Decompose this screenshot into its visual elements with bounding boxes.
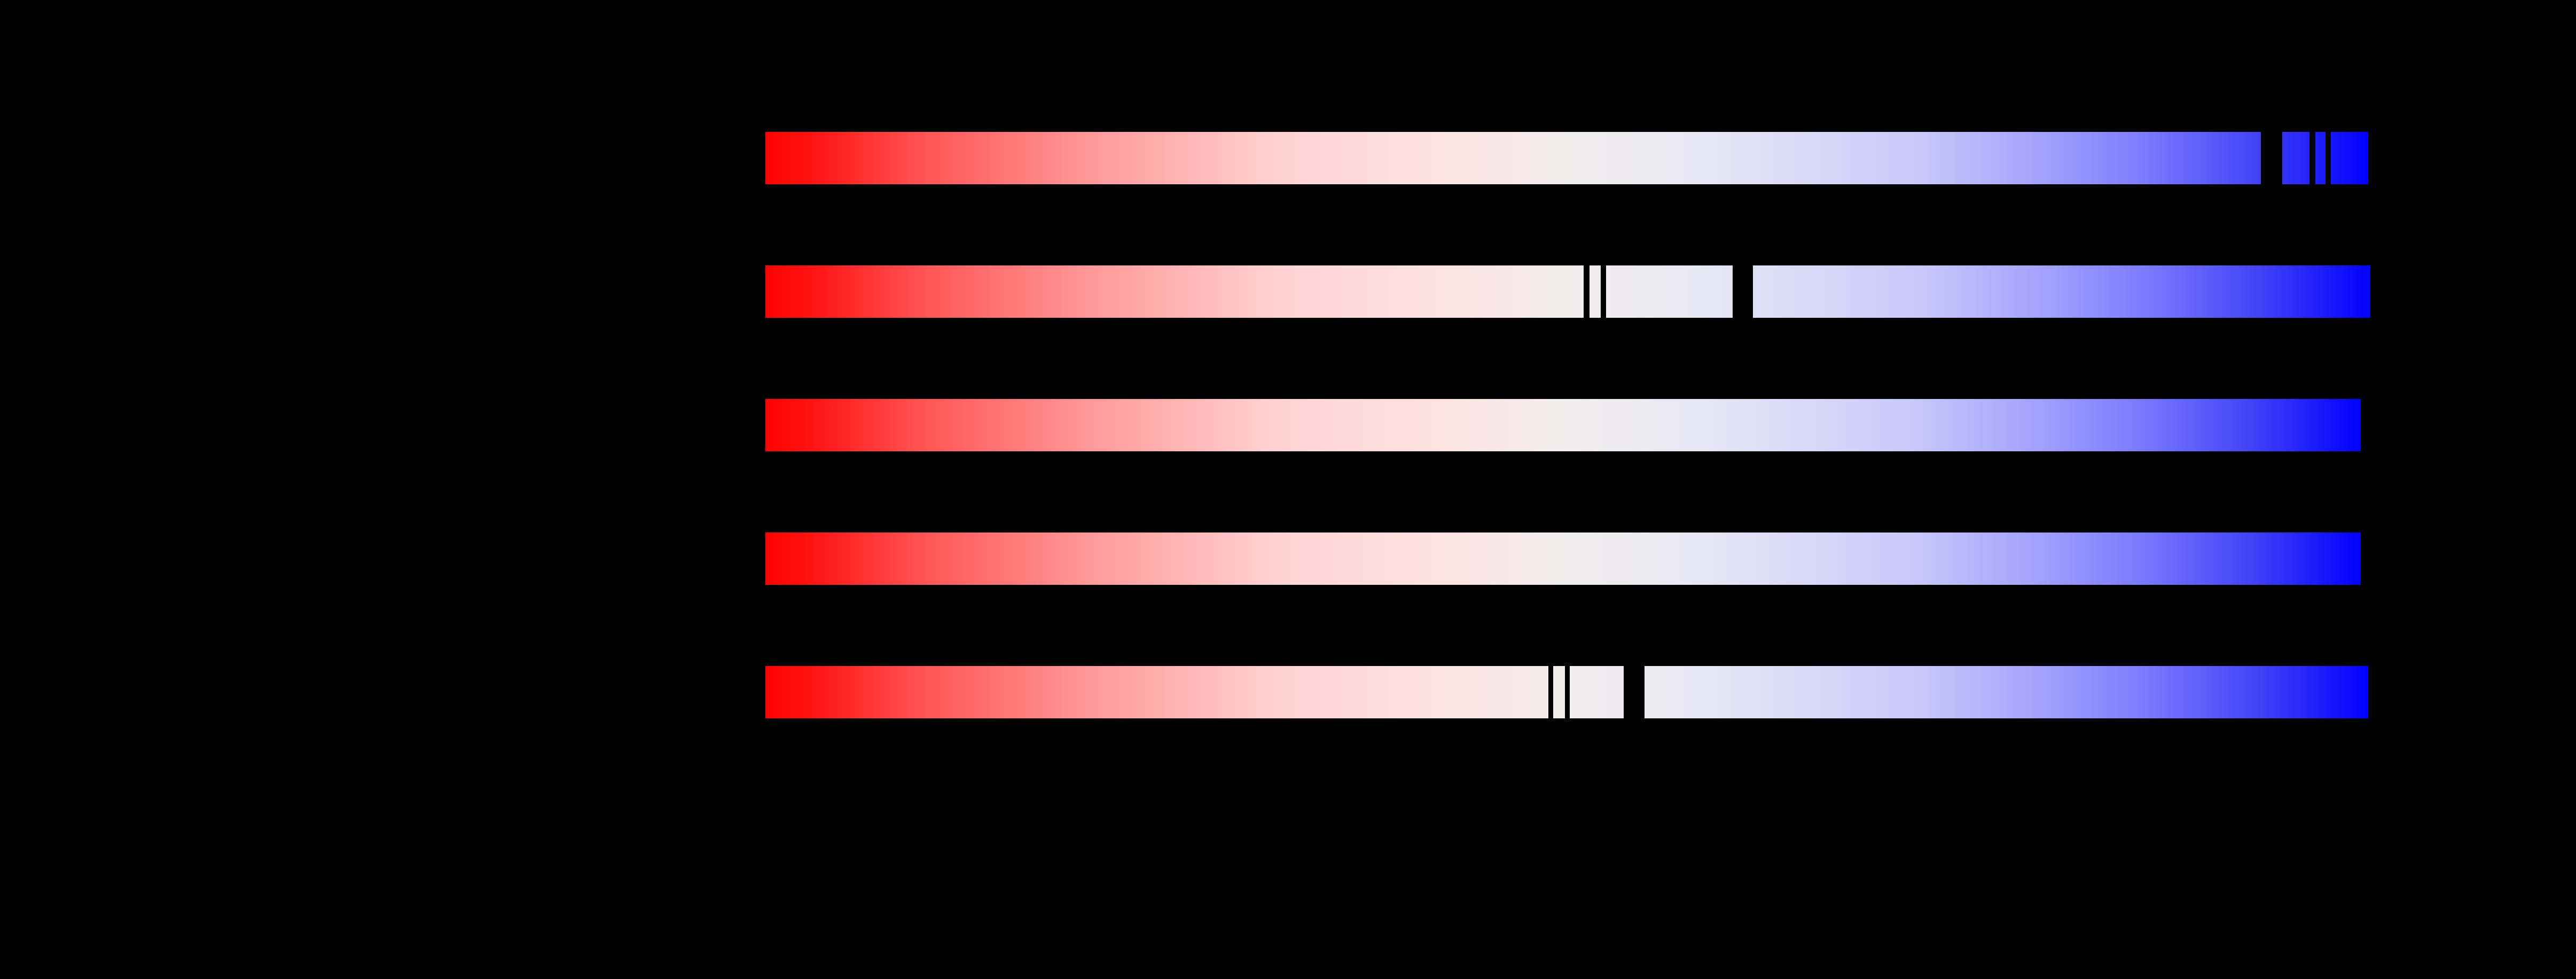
missing-value-gap bbox=[2326, 132, 2331, 184]
gradient-bar-row-5 bbox=[765, 665, 2368, 718]
missing-value-gap bbox=[2261, 132, 2282, 184]
missing-value-gap bbox=[1584, 265, 1590, 318]
missing-value-gap bbox=[1565, 665, 1570, 718]
missing-value-gap bbox=[1733, 265, 1753, 318]
missing-value-gap bbox=[2309, 132, 2315, 184]
gradient-bar-row-4 bbox=[765, 532, 2361, 585]
gradient-bar-row-3 bbox=[765, 399, 2361, 451]
gradient-bar-row-1 bbox=[765, 132, 2368, 184]
missing-value-gap bbox=[1624, 665, 1645, 718]
missing-value-gap bbox=[1548, 665, 1553, 718]
gradient-bar-row-2 bbox=[765, 265, 2370, 318]
missing-value-gap bbox=[1601, 265, 1606, 318]
